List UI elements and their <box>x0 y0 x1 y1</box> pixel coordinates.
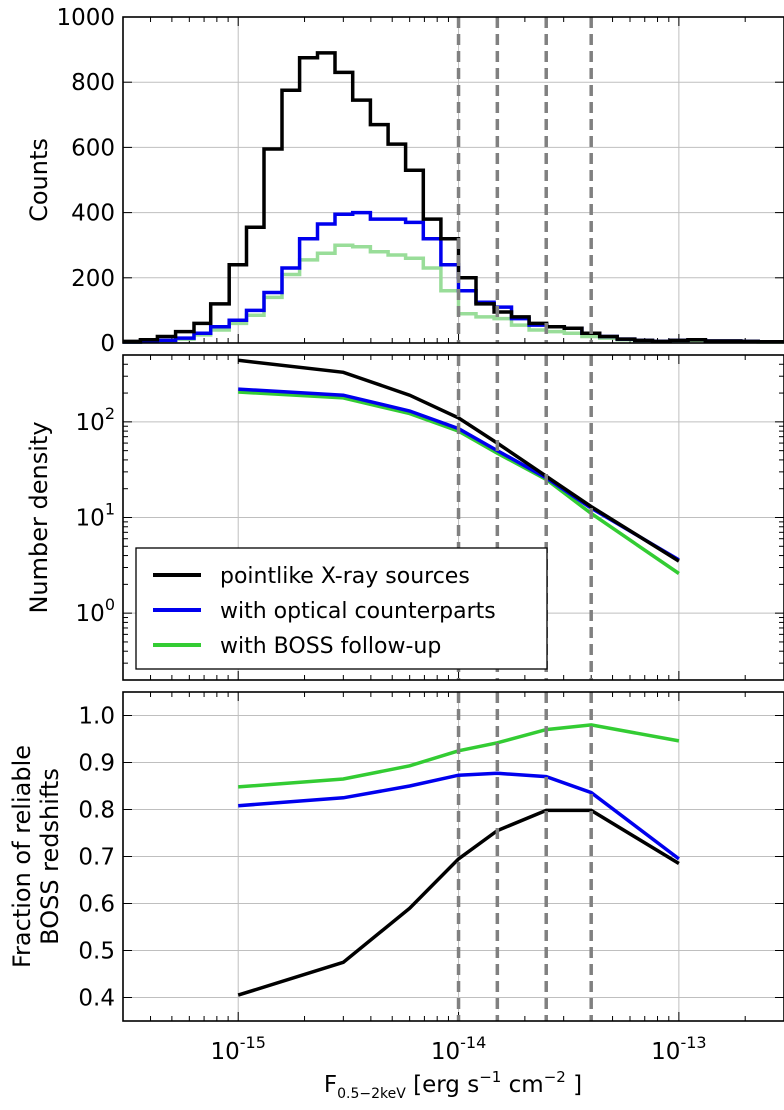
number-density-panel: 100 101 102 Number density pointlike X-ray s… <box>25 354 784 681</box>
y-tick-label: 0.4 <box>78 986 115 1012</box>
y-tick-label: 0.8 <box>78 798 115 824</box>
y-axis-label: Counts <box>25 138 53 222</box>
counts-histogram-panel: 0 200 400 600 800 1000 Counts <box>25 5 784 357</box>
fraction-panel: 0.4 0.5 0.6 0.7 0.8 0.9 1.0 Fraction of reliabl… <box>8 691 784 1102</box>
y-tick-label: 0.7 <box>78 845 115 871</box>
y-tick-label: 600 <box>71 135 115 161</box>
y-axis-label: Number density <box>25 421 53 613</box>
legend: pointlike X-ray sources with optical coun… <box>135 547 548 670</box>
legend-label: with BOSS follow-up <box>220 634 441 659</box>
x-axis-label: F0.5−2keV [erg s−1 cm−2 ] <box>324 1068 582 1102</box>
axes-frame <box>122 16 784 344</box>
y-tick-label: 101 <box>76 500 115 532</box>
y-tick-label: 0 <box>100 331 115 357</box>
y-axis-label-line-1: Fraction of reliable <box>8 745 36 968</box>
y-axis-label-line-2: BOSS redshifts <box>36 768 64 945</box>
density-line-with-boss-follow-up <box>238 390 680 575</box>
x-tick-label: 10-15 <box>210 1033 265 1065</box>
y-tick-label: 1.0 <box>78 704 115 730</box>
y-tick-label: 200 <box>71 266 115 292</box>
y-tick-label: 0.5 <box>78 939 115 965</box>
y-tick-label: 100 <box>76 595 115 627</box>
x-tick-label: 10-13 <box>651 1033 706 1065</box>
legend-label: with optical counterparts <box>220 599 496 624</box>
axes-frame <box>122 354 784 681</box>
fraction-line-with-optical-counterparts <box>238 771 680 861</box>
density-line-pointlike-x-ray-sources <box>238 358 680 563</box>
y-tick-label: 800 <box>71 70 115 96</box>
legend-box <box>135 547 548 670</box>
y-tick-label: 400 <box>71 201 115 227</box>
y-tick-label: 0.6 <box>78 892 115 918</box>
y-tick-label: 1000 <box>56 5 115 31</box>
axes-frame <box>122 691 784 1022</box>
y-tick-label: 0.9 <box>78 751 115 777</box>
x-tick-label: 10-14 <box>431 1033 486 1065</box>
fraction-line-with-boss-follow-up <box>238 723 680 789</box>
y-tick-label: 102 <box>76 404 115 436</box>
histogram-pointlike-x-ray-sources <box>123 51 784 344</box>
legend-label: pointlike X-ray sources <box>220 564 470 589</box>
fraction-line-pointlike-x-ray-sources <box>237 808 680 997</box>
